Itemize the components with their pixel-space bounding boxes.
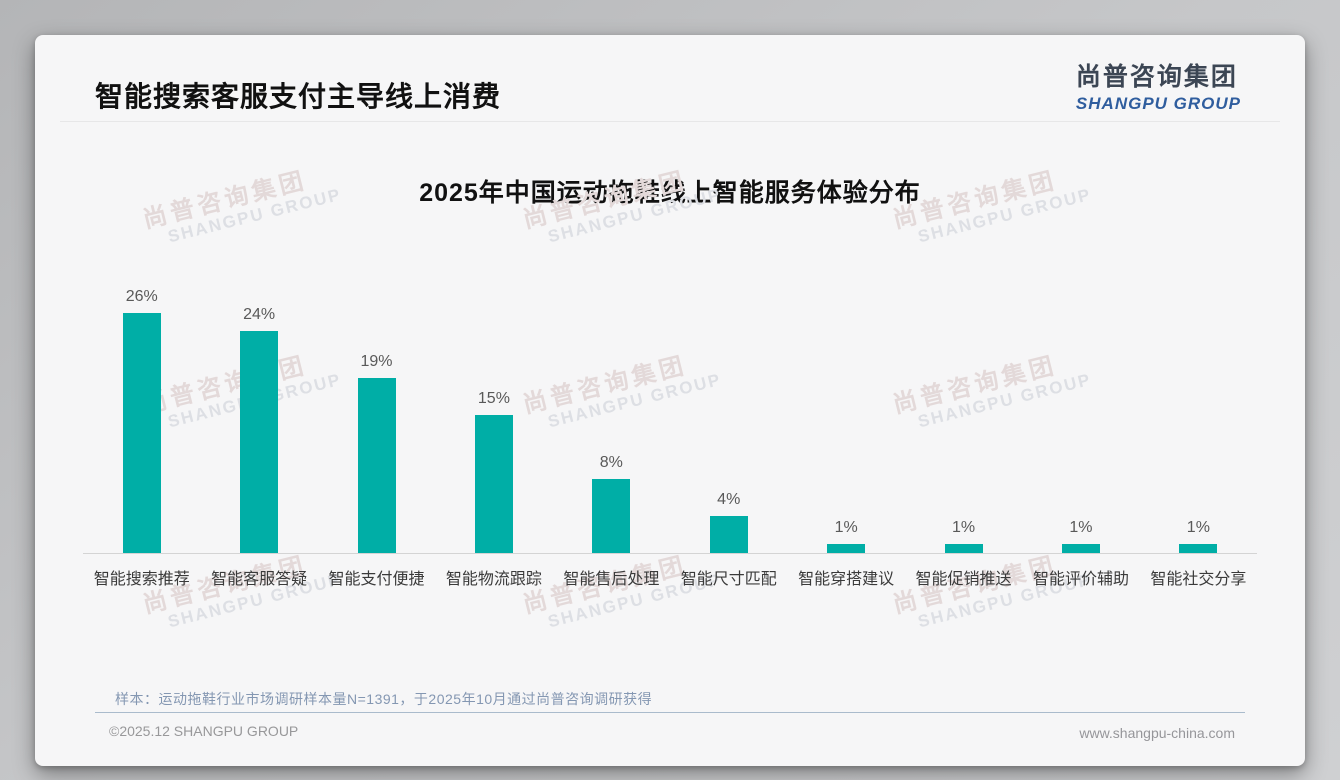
bar-value-label: 26% xyxy=(125,288,158,305)
bar xyxy=(827,544,866,553)
bar-value-label: 19% xyxy=(360,353,393,370)
bar xyxy=(357,378,396,553)
bar-column: 1% xyxy=(1022,245,1139,553)
bar-value-label: 1% xyxy=(951,519,976,536)
bar xyxy=(122,313,161,553)
header-divider xyxy=(60,121,1280,122)
x-axis-line xyxy=(83,553,1257,554)
category-label: 智能售后处理 xyxy=(563,571,660,588)
footer-website: www.shangpu-china.com xyxy=(1079,725,1235,741)
bar-value-label: 8% xyxy=(599,454,623,471)
bar-value-label: 24% xyxy=(243,306,276,323)
bar xyxy=(474,415,513,553)
chart-title: 2025年中国运动拖鞋线上智能服务体验分布 xyxy=(419,179,921,207)
bar-value-label: 1% xyxy=(1069,519,1093,536)
category-label: 智能社交分享 xyxy=(1150,571,1247,588)
bar-column: 24% xyxy=(200,245,317,553)
bar-column: 26% xyxy=(83,245,200,553)
bar xyxy=(709,516,748,553)
bar xyxy=(944,544,983,553)
bar-column: 1% xyxy=(1140,245,1257,553)
category-label: 智能支付便捷 xyxy=(328,571,425,588)
logo-english-text: SHANGPU GROUP xyxy=(1075,94,1241,113)
footer-divider xyxy=(95,712,1245,713)
bar-value-label: 1% xyxy=(834,519,858,536)
bar xyxy=(1061,544,1100,553)
bar-value-label: 4% xyxy=(717,491,741,508)
category-label: 智能物流跟踪 xyxy=(445,571,542,588)
company-logo: 尚普咨询集团 SHANGPU GROUP xyxy=(1076,57,1241,114)
bar-column: 19% xyxy=(318,245,435,553)
bar xyxy=(240,331,279,553)
footer-copyright: ©2025.12 SHANGPU GROUP xyxy=(109,723,299,739)
bar-column: 1% xyxy=(787,245,904,553)
bar-column: 4% xyxy=(670,245,787,553)
bar xyxy=(1179,544,1218,553)
category-label: 智能搜索推荐 xyxy=(93,571,190,588)
logo-chinese-text: 尚普咨询集团 xyxy=(1075,63,1238,91)
slide: 智能搜索客服支付主导线上消费 尚普咨询集团 SHANGPU GROUP 2025… xyxy=(35,35,1305,766)
bar-column: 1% xyxy=(905,245,1022,553)
category-label: 智能穿搭建议 xyxy=(798,571,895,588)
page-title: 智能搜索客服支付主导线上消费 xyxy=(95,81,502,112)
bar-value-label: 1% xyxy=(1186,519,1210,536)
bar-value-label: 15% xyxy=(477,390,510,407)
category-label: 智能评价辅助 xyxy=(1032,571,1129,588)
bar-column: 8% xyxy=(553,245,670,553)
category-label: 智能客服答疑 xyxy=(211,571,308,588)
category-label: 智能尺寸匹配 xyxy=(680,571,777,588)
bar-column: 15% xyxy=(435,245,552,553)
bar-chart-plot: 26% 24% 19% 15% 8% 4% 1% 1% 1% 1% xyxy=(83,245,1257,553)
sample-footnote: 样本：运动拖鞋行业市场调研样本量N=1391，于2025年10月通过尚普咨询调研… xyxy=(115,691,653,707)
x-axis-category-labels: 智能搜索推荐 智能客服答疑 智能支付便捷 智能物流跟踪 智能售后处理 智能尺寸匹配 智能穿搭… xyxy=(83,565,1257,589)
bar xyxy=(592,479,631,553)
category-label: 智能促销推送 xyxy=(915,571,1012,588)
